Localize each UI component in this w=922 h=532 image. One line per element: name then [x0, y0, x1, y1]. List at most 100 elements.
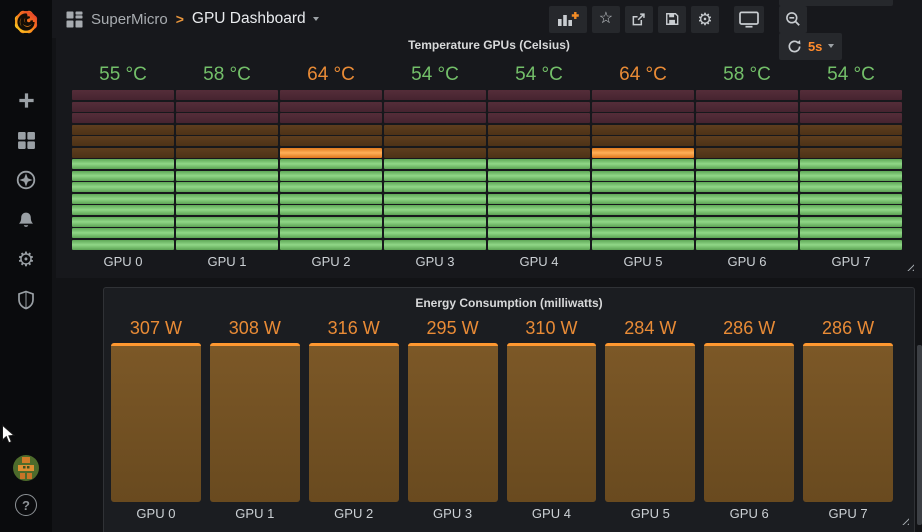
led-cell	[72, 170, 174, 181]
led-cell	[592, 228, 694, 238]
led-cell	[72, 124, 174, 135]
save-dashboard-button[interactable]	[657, 5, 686, 33]
led-cell	[488, 170, 590, 181]
sidebar-item-configuration[interactable]: ⚙	[0, 240, 52, 280]
led-cell	[696, 113, 798, 123]
led-cell	[72, 239, 174, 250]
gpu-power-value: 310 W	[525, 318, 578, 338]
gpu-power-value: 295 W	[426, 318, 479, 338]
led-cell	[72, 147, 174, 158]
led-cell	[280, 90, 382, 100]
bell-icon	[19, 212, 33, 227]
led-cell	[800, 90, 902, 100]
sidebar-nav: ⚙	[0, 80, 52, 320]
panel-title-temperature[interactable]: Temperature GPUs (Celsius)	[408, 38, 570, 52]
led-cell	[384, 124, 486, 135]
energy-bar-column: 295 W GPU 3	[407, 310, 498, 521]
sidebar-item-explore[interactable]	[0, 160, 52, 200]
led-cell	[488, 239, 590, 250]
grafana-logo[interactable]	[0, 0, 52, 44]
magnifier-minus-icon	[786, 12, 800, 26]
led-cell	[488, 216, 590, 227]
sidebar-item-dashboards[interactable]	[0, 120, 52, 160]
led-cell	[696, 90, 798, 100]
breadcrumb-folder[interactable]: SuperMicro	[91, 10, 168, 28]
led-cell	[488, 193, 590, 204]
vertical-scrollbar[interactable]	[917, 345, 922, 525]
gpu-temperature-value: 54 °C	[827, 64, 875, 85]
panel-title-energy[interactable]: Energy Consumption (milliwatts)	[415, 296, 603, 310]
breadcrumb: SuperMicro > GPU Dashboard	[66, 10, 319, 28]
led-cell	[592, 159, 694, 169]
led-cell	[592, 170, 694, 181]
refresh-icon	[788, 39, 801, 52]
led-cell	[592, 101, 694, 112]
time-range-picker[interactable]: Last 1 hour	[778, 0, 893, 6]
star-dashboard-button[interactable]: ☆	[591, 5, 620, 33]
led-cell	[488, 228, 590, 238]
help-button[interactable]: ?	[15, 494, 37, 516]
gpu-label: GPU 3	[415, 254, 455, 269]
led-cell	[696, 170, 798, 181]
refresh-picker[interactable]: 5s	[778, 32, 843, 60]
led-cell	[176, 90, 278, 100]
led-cell	[800, 147, 902, 158]
breadcrumb-separator: >	[175, 11, 184, 27]
dashboard-title-dropdown[interactable]: GPU Dashboard	[192, 10, 319, 28]
panel-resize-handle[interactable]	[900, 516, 909, 525]
led-cell	[384, 147, 486, 158]
user-avatar[interactable]	[12, 454, 40, 485]
refresh-interval-label: 5s	[807, 38, 823, 54]
gpu-temperature-value: 64 °C	[307, 64, 355, 85]
led-cell	[592, 205, 694, 215]
led-cell	[280, 113, 382, 123]
led-cell	[800, 182, 902, 192]
led-cell	[72, 101, 174, 112]
gpu-power-value: 307 W	[129, 318, 182, 338]
plus-icon	[18, 92, 34, 108]
led-cell	[176, 124, 278, 135]
gpu-label: GPU 1	[207, 254, 247, 269]
energy-bar-column: 308 W GPU 1	[209, 310, 300, 521]
sidebar-bottom: ?	[0, 454, 52, 516]
led-cell	[696, 205, 798, 215]
led-cell	[592, 216, 694, 227]
led-cell	[176, 159, 278, 169]
sidebar: ⚙	[0, 0, 52, 532]
led-cell	[72, 182, 174, 192]
shield-icon	[18, 290, 34, 310]
cycle-view-mode-button[interactable]	[733, 5, 764, 33]
sidebar-item-server-admin[interactable]	[0, 280, 52, 320]
led-cell	[800, 228, 902, 238]
led-cell	[488, 147, 590, 158]
gpu-temperature-value: 54 °C	[515, 64, 563, 85]
gpu-power-value: 286 W	[723, 318, 776, 338]
avatar-icon	[13, 455, 39, 481]
led-cell	[800, 113, 902, 123]
led-cell	[72, 136, 174, 146]
gpu-label: GPU 6	[727, 254, 767, 269]
share-dashboard-button[interactable]	[624, 5, 653, 33]
sidebar-item-alerting[interactable]	[0, 200, 52, 240]
led-cell	[384, 159, 486, 169]
grafana-flame-icon	[14, 10, 38, 34]
led-cell	[488, 182, 590, 192]
panel-resize-handle[interactable]	[905, 262, 914, 271]
led-cell	[280, 159, 382, 169]
temperature-gauge-column: 54 °C GPU 3	[384, 62, 486, 269]
led-cell	[488, 101, 590, 112]
gpu-label: GPU 0	[136, 506, 176, 521]
star-icon: ☆	[598, 10, 614, 27]
sidebar-item-create[interactable]	[0, 80, 52, 120]
add-panel-button[interactable]	[548, 5, 587, 33]
led-cell	[696, 228, 798, 238]
gpu-label: GPU 0	[103, 254, 143, 269]
zoom-out-time-button[interactable]	[778, 5, 807, 33]
dashboard-settings-button[interactable]: ⚙	[690, 5, 719, 33]
energy-bar	[209, 343, 300, 502]
dashboards-icon	[17, 131, 35, 149]
chevron-down-icon	[828, 44, 835, 48]
gpu-label: GPU 7	[831, 254, 871, 269]
help-label: ?	[22, 497, 30, 513]
led-cell	[176, 101, 278, 112]
